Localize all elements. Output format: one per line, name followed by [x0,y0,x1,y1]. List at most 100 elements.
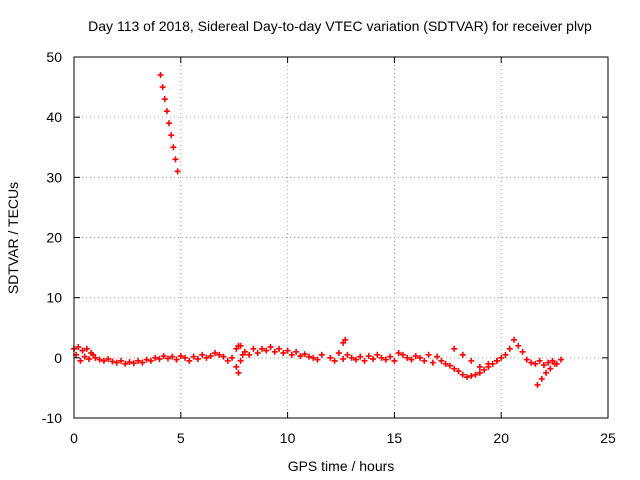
data-point [177,353,184,360]
data-point [451,345,458,352]
y-tick-label: 40 [46,109,62,125]
data-point [224,357,231,364]
data-point [233,345,240,352]
data-point [523,356,530,363]
data-point [534,381,541,388]
data-point [258,345,265,352]
data-point [472,371,479,378]
data-point [166,120,173,127]
data-point [558,356,565,363]
data-point [549,357,556,364]
data-point [344,351,351,358]
data-point [519,348,526,355]
data-point [310,354,317,361]
data-point [455,368,462,375]
x-tick-label: 5 [177,430,185,446]
data-point [190,353,197,360]
data-point [250,345,257,352]
data-point [547,365,554,372]
data-point [96,356,103,363]
data-point [161,96,168,103]
data-point [314,356,321,363]
data-point [543,369,550,376]
data-point [327,354,334,361]
data-point [229,354,236,361]
data-point [271,348,278,355]
data-point [130,360,137,367]
data-point [485,360,492,367]
data-point [280,350,287,357]
data-point [446,362,453,369]
data-point [404,354,411,361]
data-point [143,356,150,363]
data-point [511,336,518,343]
data-point [122,360,129,367]
data-point [374,351,381,358]
data-point [476,363,483,370]
data-point [540,362,547,369]
data-point [434,353,441,360]
data-point [528,359,535,366]
data-point [382,356,389,363]
data-point [399,351,406,358]
data-point [77,357,84,364]
data-point [83,345,90,352]
data-point [391,357,398,364]
data-point [126,359,133,366]
data-point [459,371,466,378]
data-point [75,344,82,351]
data-point [276,345,283,352]
data-point [348,354,355,361]
data-point [408,356,415,363]
ticks [73,56,609,419]
data-point [135,357,142,364]
data-point [170,144,177,151]
data-point [207,353,214,360]
data-point [194,356,201,363]
data-point [425,351,432,358]
data-point [378,354,385,361]
data-point [152,354,159,361]
data-point [79,347,86,354]
data-point [288,351,295,358]
data-point [235,369,242,376]
data-point [297,353,304,360]
data-point [417,354,424,361]
y-tick-labels: -10 0 10 20 30 40 50 [42,49,62,426]
x-axis-label: GPS time / hours [288,458,395,474]
data-point [498,354,505,361]
data-point [160,353,167,360]
x-tick-label: 15 [387,430,403,446]
data-point [105,356,112,363]
data-point [387,353,394,360]
data-point [395,350,402,357]
data-point [172,156,179,163]
data-point [113,359,120,366]
data-point [361,357,368,364]
data-point [342,336,349,343]
data-point [100,357,107,364]
data-point [468,372,475,379]
x-tick-label: 10 [280,430,296,446]
data-point [157,72,164,79]
data-point [173,356,180,363]
y-axis-label: SDTVAR / TECUs [5,182,21,294]
y-tick-label: 50 [46,49,62,65]
data-point [464,374,471,381]
data-point [536,357,543,364]
data-point [412,353,419,360]
grid [74,57,608,418]
data-point [85,356,92,363]
data-point [459,351,466,358]
data-point [365,353,372,360]
data-point [301,351,308,358]
data-point [502,351,509,358]
data-point [352,356,359,363]
data-point [186,357,193,364]
x-tick-label: 25 [600,430,616,446]
data-point [481,366,488,373]
data-point [211,350,218,357]
data-point [117,357,124,364]
data-point [241,348,248,355]
